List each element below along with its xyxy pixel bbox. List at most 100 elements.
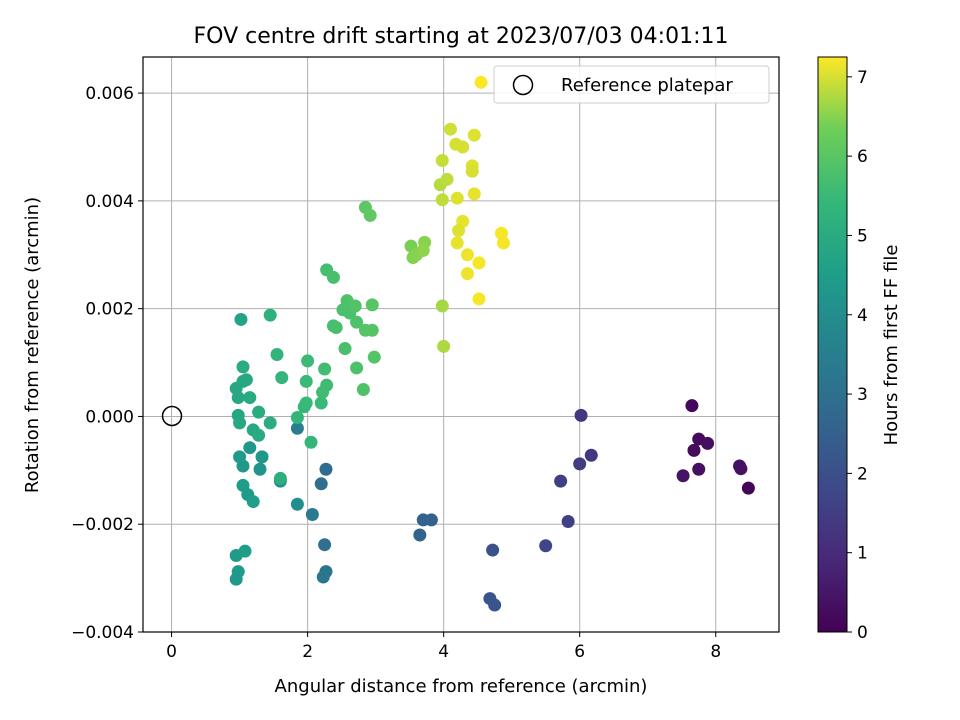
x-tick-label: 8 [710,642,721,662]
data-point [413,528,427,542]
data-point [290,497,304,511]
data-point [440,172,454,186]
data-point [314,396,328,410]
data-point [486,543,500,557]
data-point [416,243,430,257]
data-point [319,462,333,476]
chart-title: FOV centre drift starting at 2023/07/03 … [194,24,729,49]
data-point [290,421,304,435]
data-point [348,299,362,313]
data-point [253,462,267,476]
data-point [304,435,318,449]
data-point [243,391,257,405]
legend-reference-icon [512,74,534,96]
data-point [305,508,319,522]
colorbar-label: Hours from first FF file [881,245,902,446]
data-point [497,236,511,250]
data-point [452,224,466,238]
y-tick-label: 0.006 [85,84,134,104]
data-point [246,495,260,509]
data-point [263,416,277,430]
data-point [734,462,748,476]
data-point [367,350,381,364]
data-point [701,436,715,450]
x-tick-label: 6 [574,642,585,662]
colorbar-tick-label: 1 [857,544,868,564]
data-point [314,477,328,491]
x-tick-label: 2 [302,642,313,662]
data-point [350,361,364,375]
data-point [299,396,313,410]
colorbar-gradient [817,56,848,633]
colorbar-tick-label: 4 [857,306,868,326]
x-axis-label: Angular distance from reference (arcmin) [275,676,648,697]
data-point [301,354,315,368]
y-tick-label: −0.002 [71,515,134,535]
data-point [243,441,257,455]
data-point [229,572,243,586]
legend-entry-reference: Reference platepar [561,75,733,96]
data-point [338,342,352,356]
data-point [456,140,470,154]
data-point [363,208,377,222]
data-point [450,191,464,205]
x-tick-label: 0 [166,642,177,662]
data-point [326,270,340,284]
data-point [236,360,250,374]
data-point [365,298,379,312]
data-point [494,226,508,240]
data-point [239,373,253,387]
data-point [435,193,449,207]
data-point [443,122,457,136]
colorbar-tick-label: 5 [857,226,868,246]
data-point [561,515,575,529]
y-tick-label: 0.000 [85,407,134,427]
colorbar-tick-label: 2 [857,464,868,484]
data-point [350,315,364,329]
data-point [233,416,247,430]
data-point [231,391,245,405]
data-point [573,457,587,471]
data-point [252,428,266,442]
colorbar-tick-label: 7 [857,68,868,88]
data-point [554,474,568,488]
data-point [316,570,330,584]
axes-frame [142,56,780,633]
data-point [483,592,497,606]
data-point [450,236,464,250]
data-point [539,539,553,553]
data-point [424,513,438,527]
colorbar: 0 1 2 3 4 5 6 7 Hours from first FF file [817,56,902,643]
data-point [574,408,588,422]
data-point [255,450,269,464]
colorbar-ticks: 0 1 2 3 4 5 6 7 [847,68,868,643]
data-point [263,308,277,322]
data-point [467,128,481,142]
data-point [236,478,250,492]
data-point [290,411,304,425]
data-point [741,481,755,495]
plot-area: 0 2 4 6 8 −0.004 −0.002 0.000 0.002 0.004 0.006 [71,56,780,662]
x-tick-label: 4 [438,642,449,662]
y-tick-label: −0.004 [71,623,134,643]
data-point [299,374,313,388]
data-point [365,323,379,337]
data-point [437,339,451,353]
y-axis-label: Rotation from reference (arcmin) [22,197,43,493]
data-point [460,248,474,262]
data-point [233,450,247,464]
data-point [692,462,706,476]
y-axis-ticks: −0.004 −0.002 0.000 0.002 0.004 0.006 [71,84,143,643]
data-point [329,321,343,335]
data-point [584,448,598,462]
data-point [238,544,252,558]
data-point [318,362,332,376]
x-axis-ticks: 0 2 4 6 8 [166,632,721,662]
y-tick-label: 0.004 [85,192,134,212]
legend-box [493,65,770,104]
legend: Reference platepar [493,65,770,104]
reference-marker [161,405,183,427]
data-point [472,256,486,270]
